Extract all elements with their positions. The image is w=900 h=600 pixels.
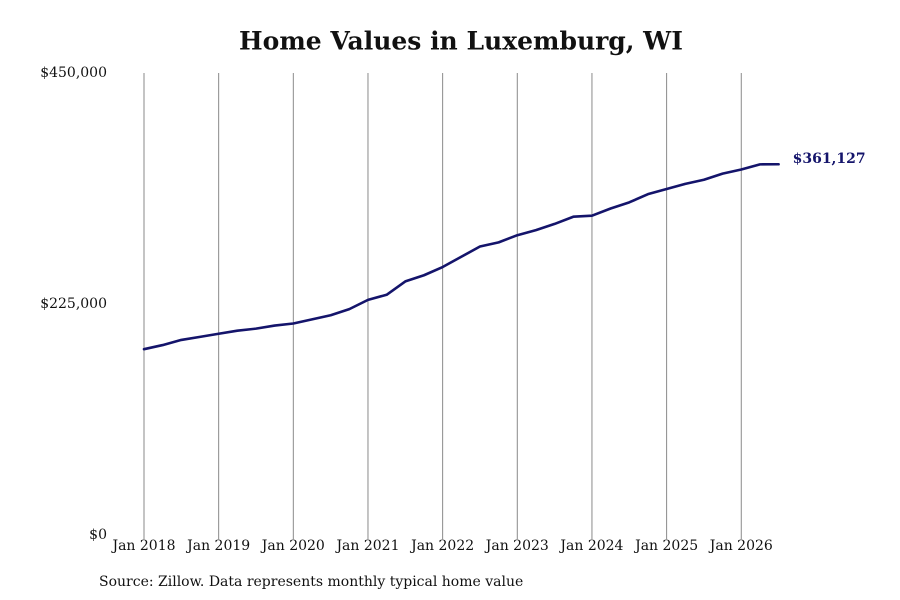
y-tick-label: $0: [89, 527, 107, 543]
x-tick-label: Jan 2020: [260, 538, 325, 554]
x-tick-label: Jan 2023: [484, 538, 549, 554]
chart-title: Home Values in Luxemburg, WI: [239, 27, 683, 56]
x-tick-label: Jan 2024: [558, 538, 623, 554]
line: [142, 162, 780, 351]
y-tick-label: $450,000: [40, 65, 107, 81]
x-tick-label: Jan 2019: [185, 538, 250, 554]
x-tick-label: Jan 2022: [409, 538, 474, 554]
source-note: Source: Zillow. Data represents monthly …: [99, 574, 523, 590]
x-tick-label: Jan 2025: [633, 538, 698, 554]
x-tick-label: Jan 2018: [110, 538, 175, 554]
x-tick-label: Jan 2026: [708, 538, 773, 554]
y-tick-label: $225,000: [40, 296, 107, 312]
end-value-label: $361,127: [793, 151, 866, 167]
x-tick-label: Jan 2021: [334, 538, 399, 554]
